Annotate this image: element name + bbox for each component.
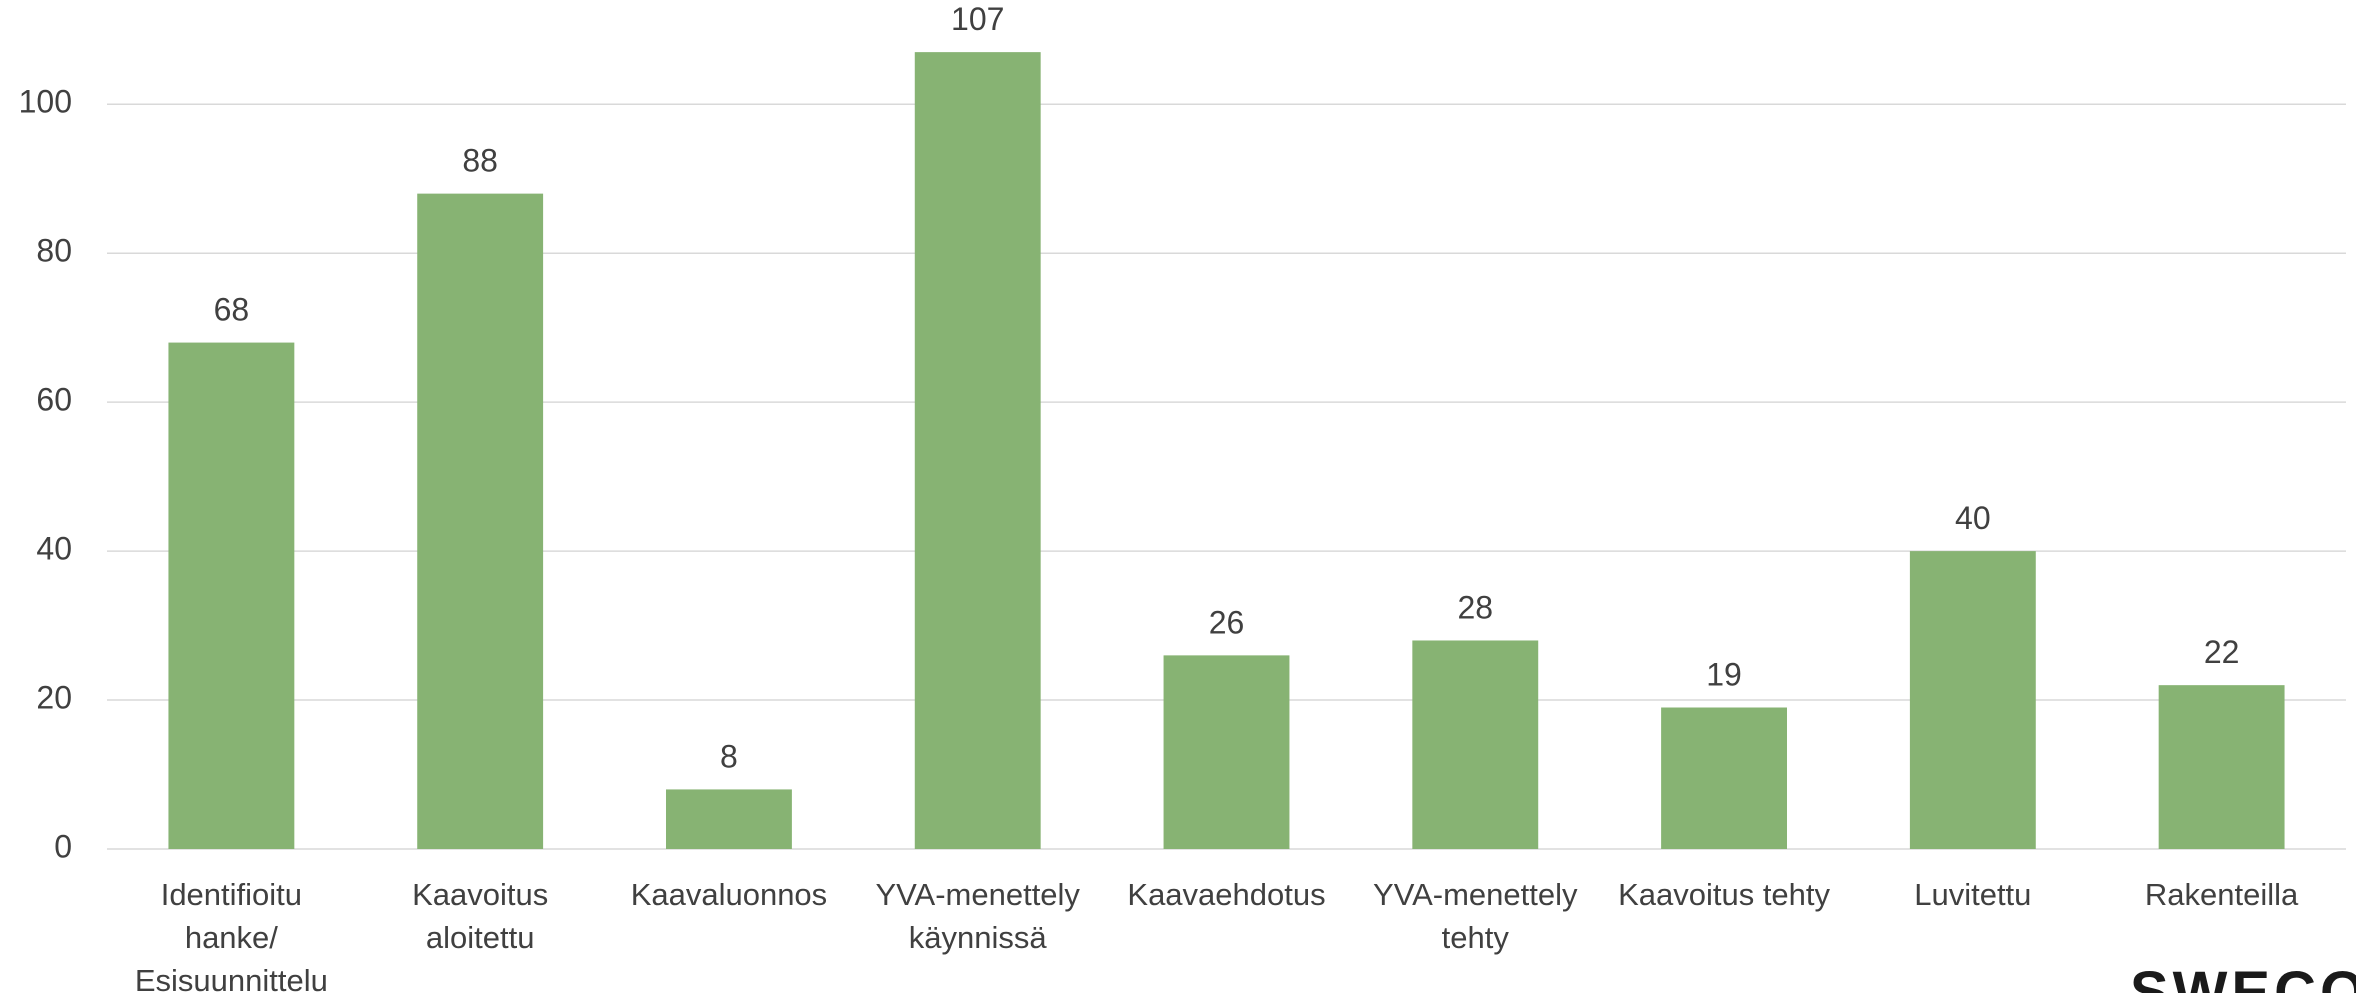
x-tick-label: YVA-menettely käynnissä xyxy=(875,877,1080,955)
y-tick-label: 60 xyxy=(36,382,72,418)
data-label: 40 xyxy=(1955,500,1991,536)
bar xyxy=(1163,655,1290,849)
y-tick-label: 80 xyxy=(36,233,72,269)
x-tick-label: Kaavaehdotus xyxy=(1127,877,1326,912)
x-tick-label: YVA-menettely tehty xyxy=(1373,877,1578,955)
data-label: 28 xyxy=(1457,589,1493,625)
y-tick-label: 100 xyxy=(19,84,72,120)
data-label: 68 xyxy=(214,292,250,328)
data-label: 8 xyxy=(720,738,738,774)
data-label: 26 xyxy=(1209,604,1245,640)
bar xyxy=(914,52,1041,849)
bar xyxy=(1661,707,1787,849)
x-tick-label: Luvitettu xyxy=(1914,877,2032,912)
logo: SWECO xyxy=(2130,960,2356,993)
x-tick-label: Rakenteilla xyxy=(2144,877,2299,912)
data-label: 22 xyxy=(2204,634,2240,670)
bar xyxy=(1909,551,2036,849)
data-label: 19 xyxy=(1706,657,1742,693)
bar xyxy=(168,342,295,849)
bar xyxy=(666,789,792,849)
y-tick-label: 40 xyxy=(36,531,72,567)
bar xyxy=(417,193,544,849)
data-label: 107 xyxy=(951,1,1004,37)
x-tick-label: Kaavaluonnos xyxy=(630,877,828,912)
x-tick-label: Identifioitu hanke/ Esisuunnittelu xyxy=(134,877,328,993)
y-tick-label: 20 xyxy=(36,680,72,716)
x-tick-label: Kaavoitus aloitettu xyxy=(412,877,549,955)
bar xyxy=(1412,640,1539,849)
x-tick-label: Kaavoitus tehty xyxy=(1618,877,1831,912)
bar xyxy=(2158,685,2285,849)
data-label: 88 xyxy=(462,143,498,179)
y-tick-label: 0 xyxy=(54,828,72,864)
